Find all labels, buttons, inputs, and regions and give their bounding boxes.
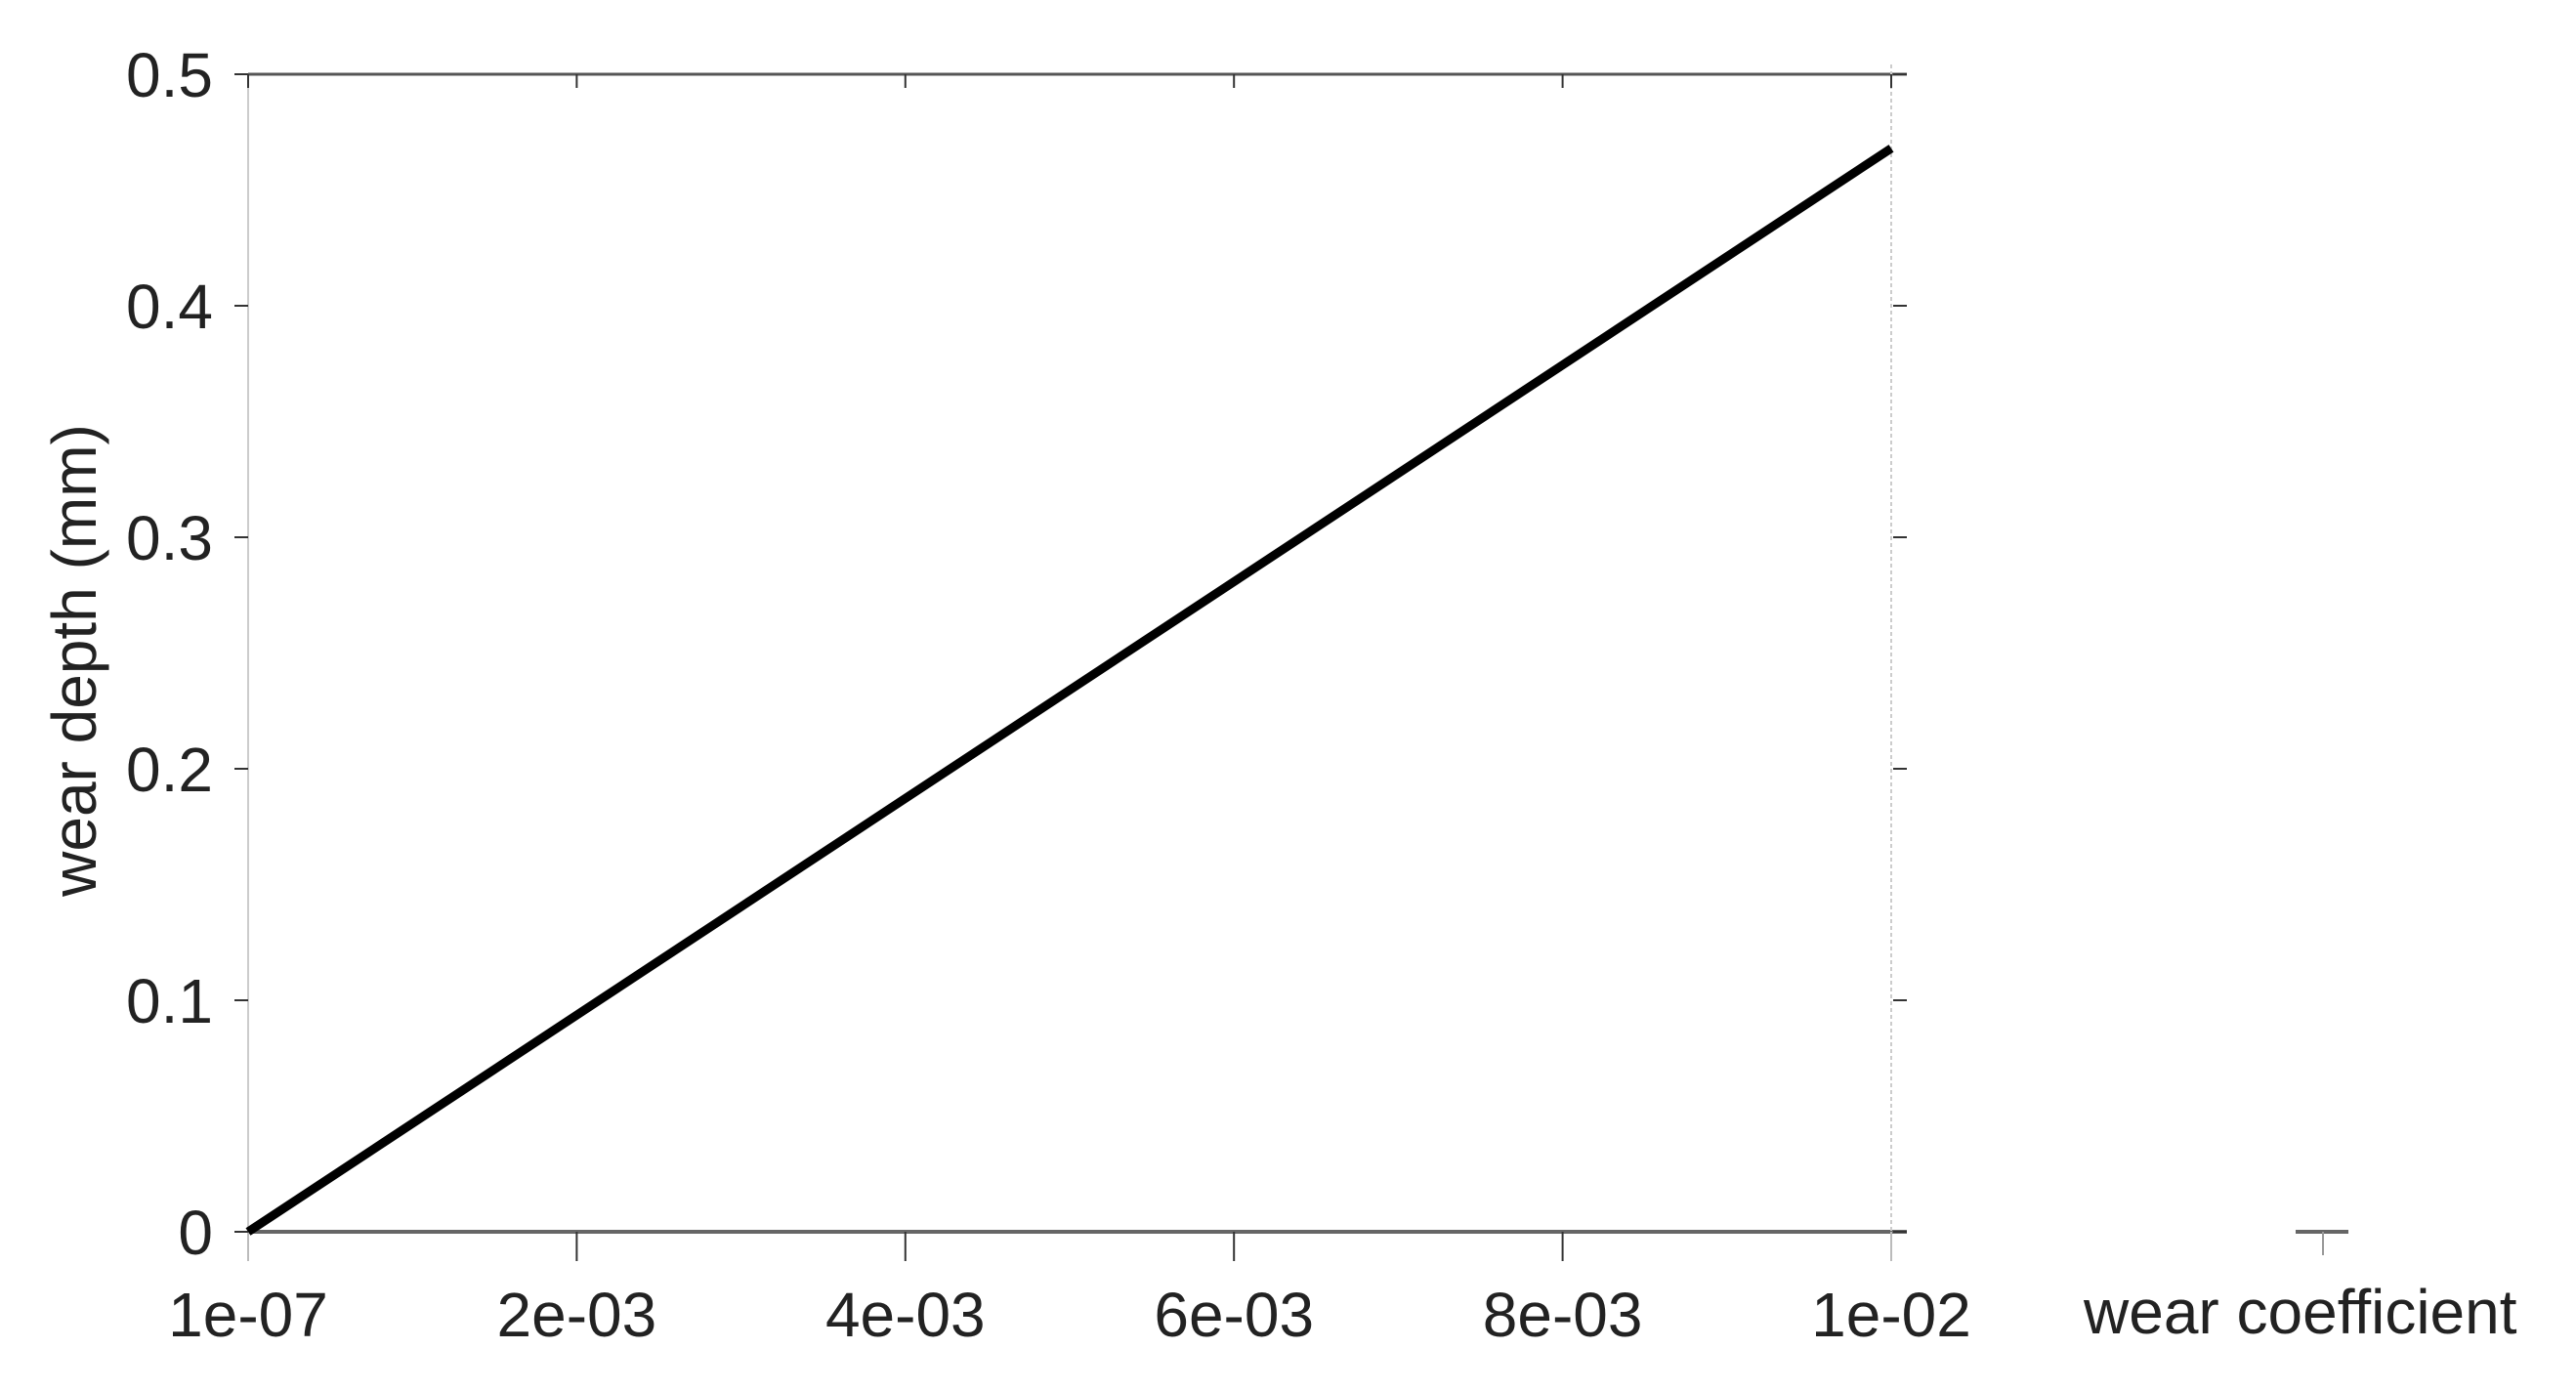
x-tick-label: 2e-03 [497,1280,657,1350]
x-axis-label: wear coefficient [2083,1277,2517,1347]
ticks: 1e-07 2e-03 4e-03 6e-03 8e-03 1e-02 0 0.1 0.2 0.3… [126,40,1971,1350]
x-tick-label: 1e-02 [1811,1280,1971,1350]
series [245,145,1894,1236]
y-tick-label: 0.3 [126,503,213,573]
x-tick-label: 1e-07 [168,1280,328,1350]
y-tick-label: 0.1 [126,966,213,1036]
y-axis-label: wear depth (mm) [39,424,109,898]
x-tick-label: 6e-03 [1154,1280,1314,1350]
x-tick-label: 4e-03 [825,1280,986,1350]
y-tick-label: 0.4 [126,272,213,342]
y-tick-label: 0.5 [126,40,213,110]
y-tick-label: 0.2 [126,735,213,805]
x-tick-label: 8e-03 [1483,1280,1643,1350]
series-line [245,145,1894,1236]
y-tick-label: 0 [178,1198,213,1268]
axes [247,64,2348,1261]
